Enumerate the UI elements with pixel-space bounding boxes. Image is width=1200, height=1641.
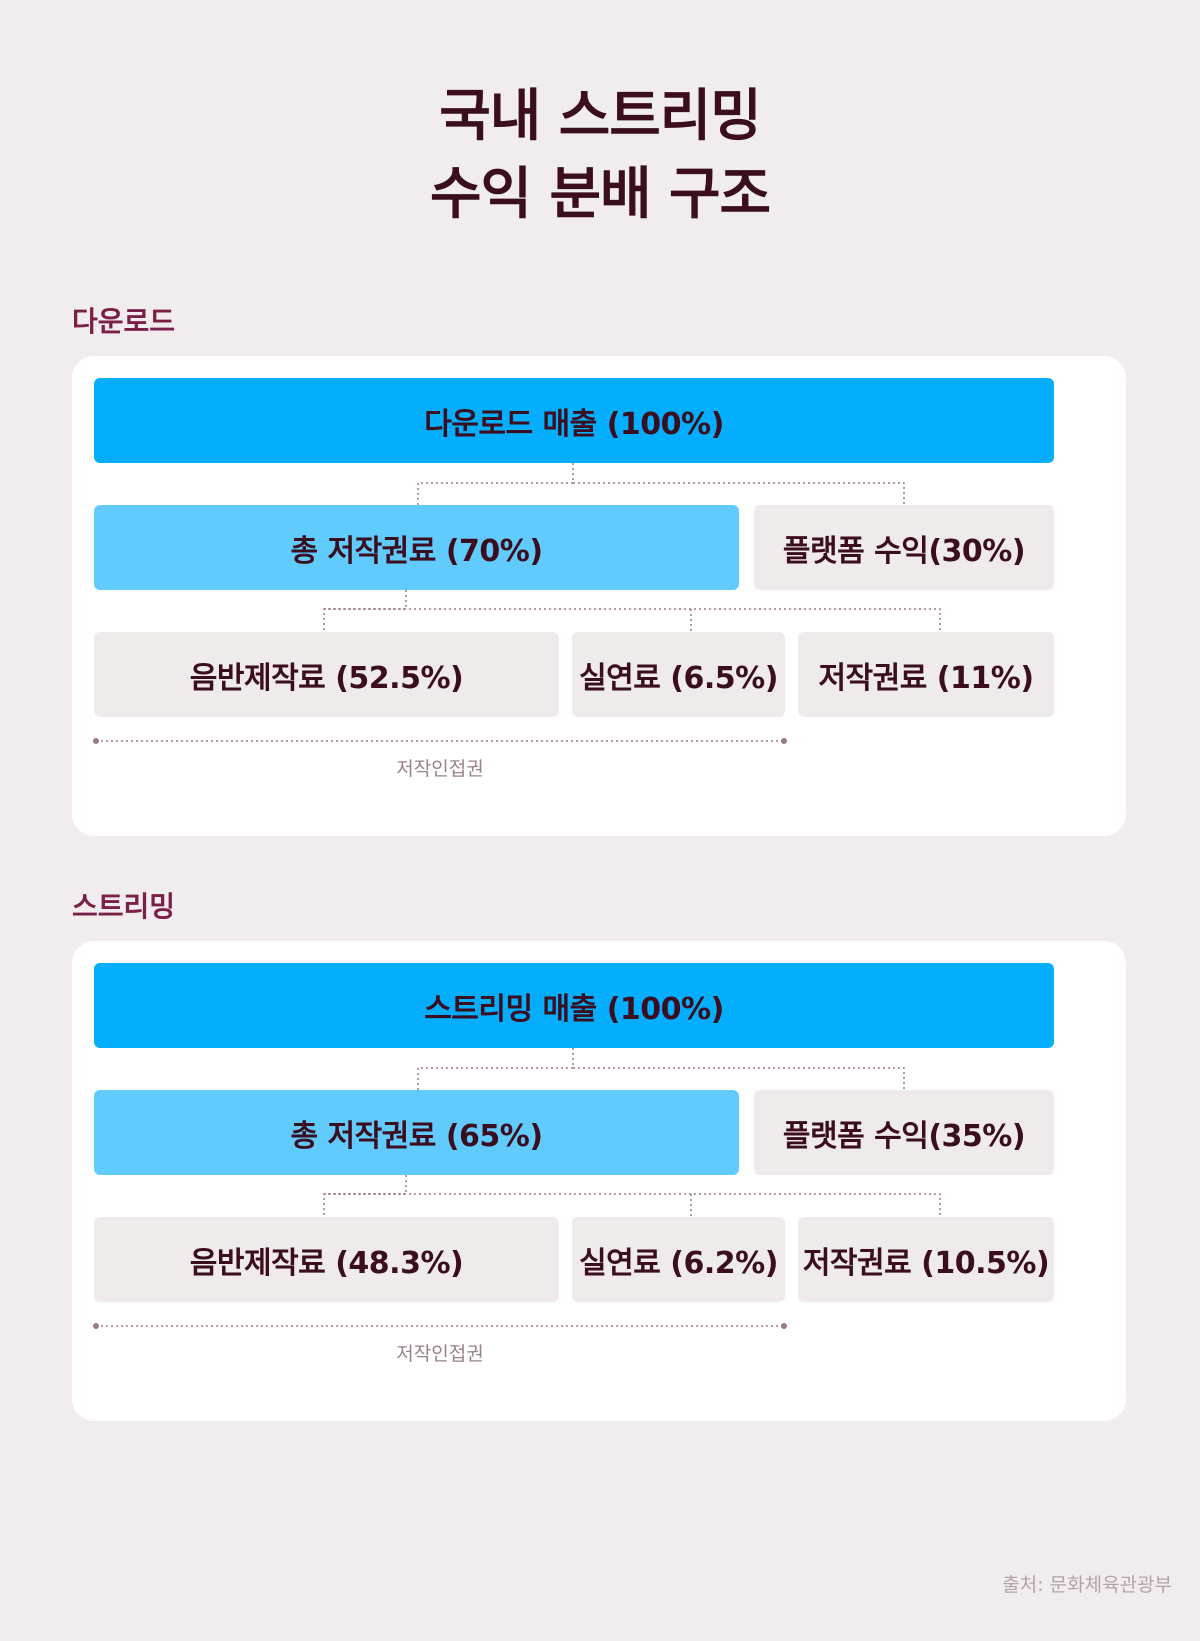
streaming-platform-revenue-box: 플랫폼 수익(35%)	[754, 1090, 1054, 1175]
streaming-copyright-box: 저작권료 (10.5%)	[798, 1217, 1054, 1302]
download-neighboring-rights-label: 저작인접권	[396, 758, 484, 780]
streaming-performance-box: 실연료 (6.2%)	[572, 1217, 785, 1302]
streaming-diagram-card: 스트리밍 매출 (100%) 총 저작권료 (65%) 플랫폼 수익(35%) …	[72, 941, 1126, 1421]
source-note: 출처: 문화체육관광부	[1002, 1574, 1172, 1596]
page-title: 국내 스트리밍 수익 분배 구조	[0, 78, 1200, 234]
streaming-revenue-box: 스트리밍 매출 (100%)	[94, 963, 1054, 1048]
section-label-download: 다운로드	[72, 305, 176, 338]
download-revenue-box: 다운로드 매출 (100%)	[94, 378, 1054, 463]
section-label-streaming: 스트리밍	[72, 890, 176, 923]
streaming-record-production-box: 음반제작료 (48.3%)	[94, 1217, 559, 1302]
download-record-production-box: 음반제작료 (52.5%)	[94, 632, 559, 717]
title-line-1: 국내 스트리밍	[439, 84, 762, 149]
download-performance-box: 실연료 (6.5%)	[572, 632, 785, 717]
download-diagram-card: 다운로드 매출 (100%) 총 저작권료 (70%) 플랫폼 수익(30%) …	[72, 356, 1126, 836]
download-platform-revenue-box: 플랫폼 수익(30%)	[754, 505, 1054, 590]
download-copyright-box: 저작권료 (11%)	[798, 632, 1054, 717]
streaming-total-royalty-box: 총 저작권료 (65%)	[94, 1090, 739, 1175]
download-total-royalty-box: 총 저작권료 (70%)	[94, 505, 739, 590]
streaming-neighboring-rights-label: 저작인접권	[396, 1343, 484, 1365]
title-line-2: 수익 분배 구조	[429, 162, 771, 227]
